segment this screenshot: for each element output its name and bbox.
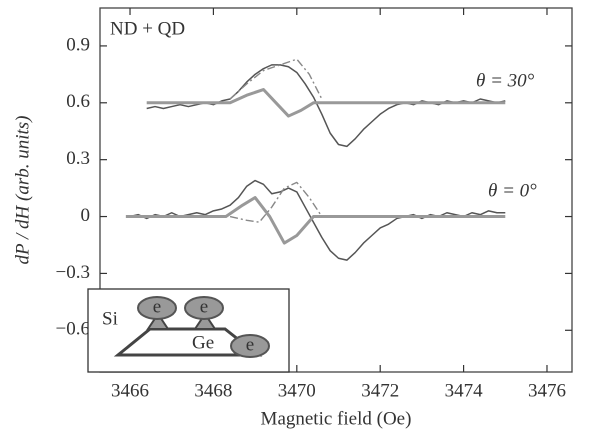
inset-label: e — [153, 296, 161, 317]
series-line — [146, 64, 506, 148]
ticks: −0.6 −0.3 0 0.3 0.6 0.9 3466 3468 3470 3472 3474 34… — [56, 8, 572, 401]
inset-label: e — [246, 334, 254, 355]
y-tick-label: −0.3 — [56, 262, 90, 283]
x-tick-label: 3470 — [278, 380, 316, 401]
electron — [137, 296, 177, 320]
electron — [184, 296, 224, 320]
lines — [125, 58, 506, 261]
x-tick-label: 3474 — [445, 380, 484, 401]
y-tick-label: 0.9 — [66, 34, 90, 55]
series-line — [229, 181, 323, 223]
series-line — [129, 179, 506, 261]
series-line — [229, 58, 323, 100]
electron — [230, 334, 270, 358]
inset-label: Ge — [192, 332, 214, 353]
annotation: θ = 0° — [488, 180, 537, 201]
y-tick-label: 0 — [81, 205, 91, 226]
dot — [193, 312, 217, 330]
x-tick-label: 3466 — [111, 380, 149, 401]
inset-label: e — [200, 296, 208, 317]
plot-frame — [99, 7, 573, 373]
y-axis-label: dP / dH (arb. units) — [12, 115, 33, 264]
x-tick-label: 3468 — [194, 380, 232, 401]
x-tick-label: 3476 — [528, 380, 566, 401]
x-tick-label: 3472 — [361, 380, 399, 401]
y-tick-label: −0.6 — [56, 319, 90, 340]
dot — [146, 312, 170, 330]
series-line — [125, 196, 506, 245]
series-line — [146, 88, 506, 118]
annotation: ND + QD — [110, 18, 185, 39]
inset-label: Si — [102, 308, 118, 329]
y-tick-label: 0.3 — [66, 148, 90, 169]
x-axis-label: Magnetic field (Oe) — [261, 408, 412, 429]
inset: Si Ge e e e — [87, 288, 290, 373]
y-tick-label: 0.6 — [66, 91, 90, 112]
annotation: θ = 30° — [476, 70, 535, 91]
ge-island — [113, 327, 263, 357]
